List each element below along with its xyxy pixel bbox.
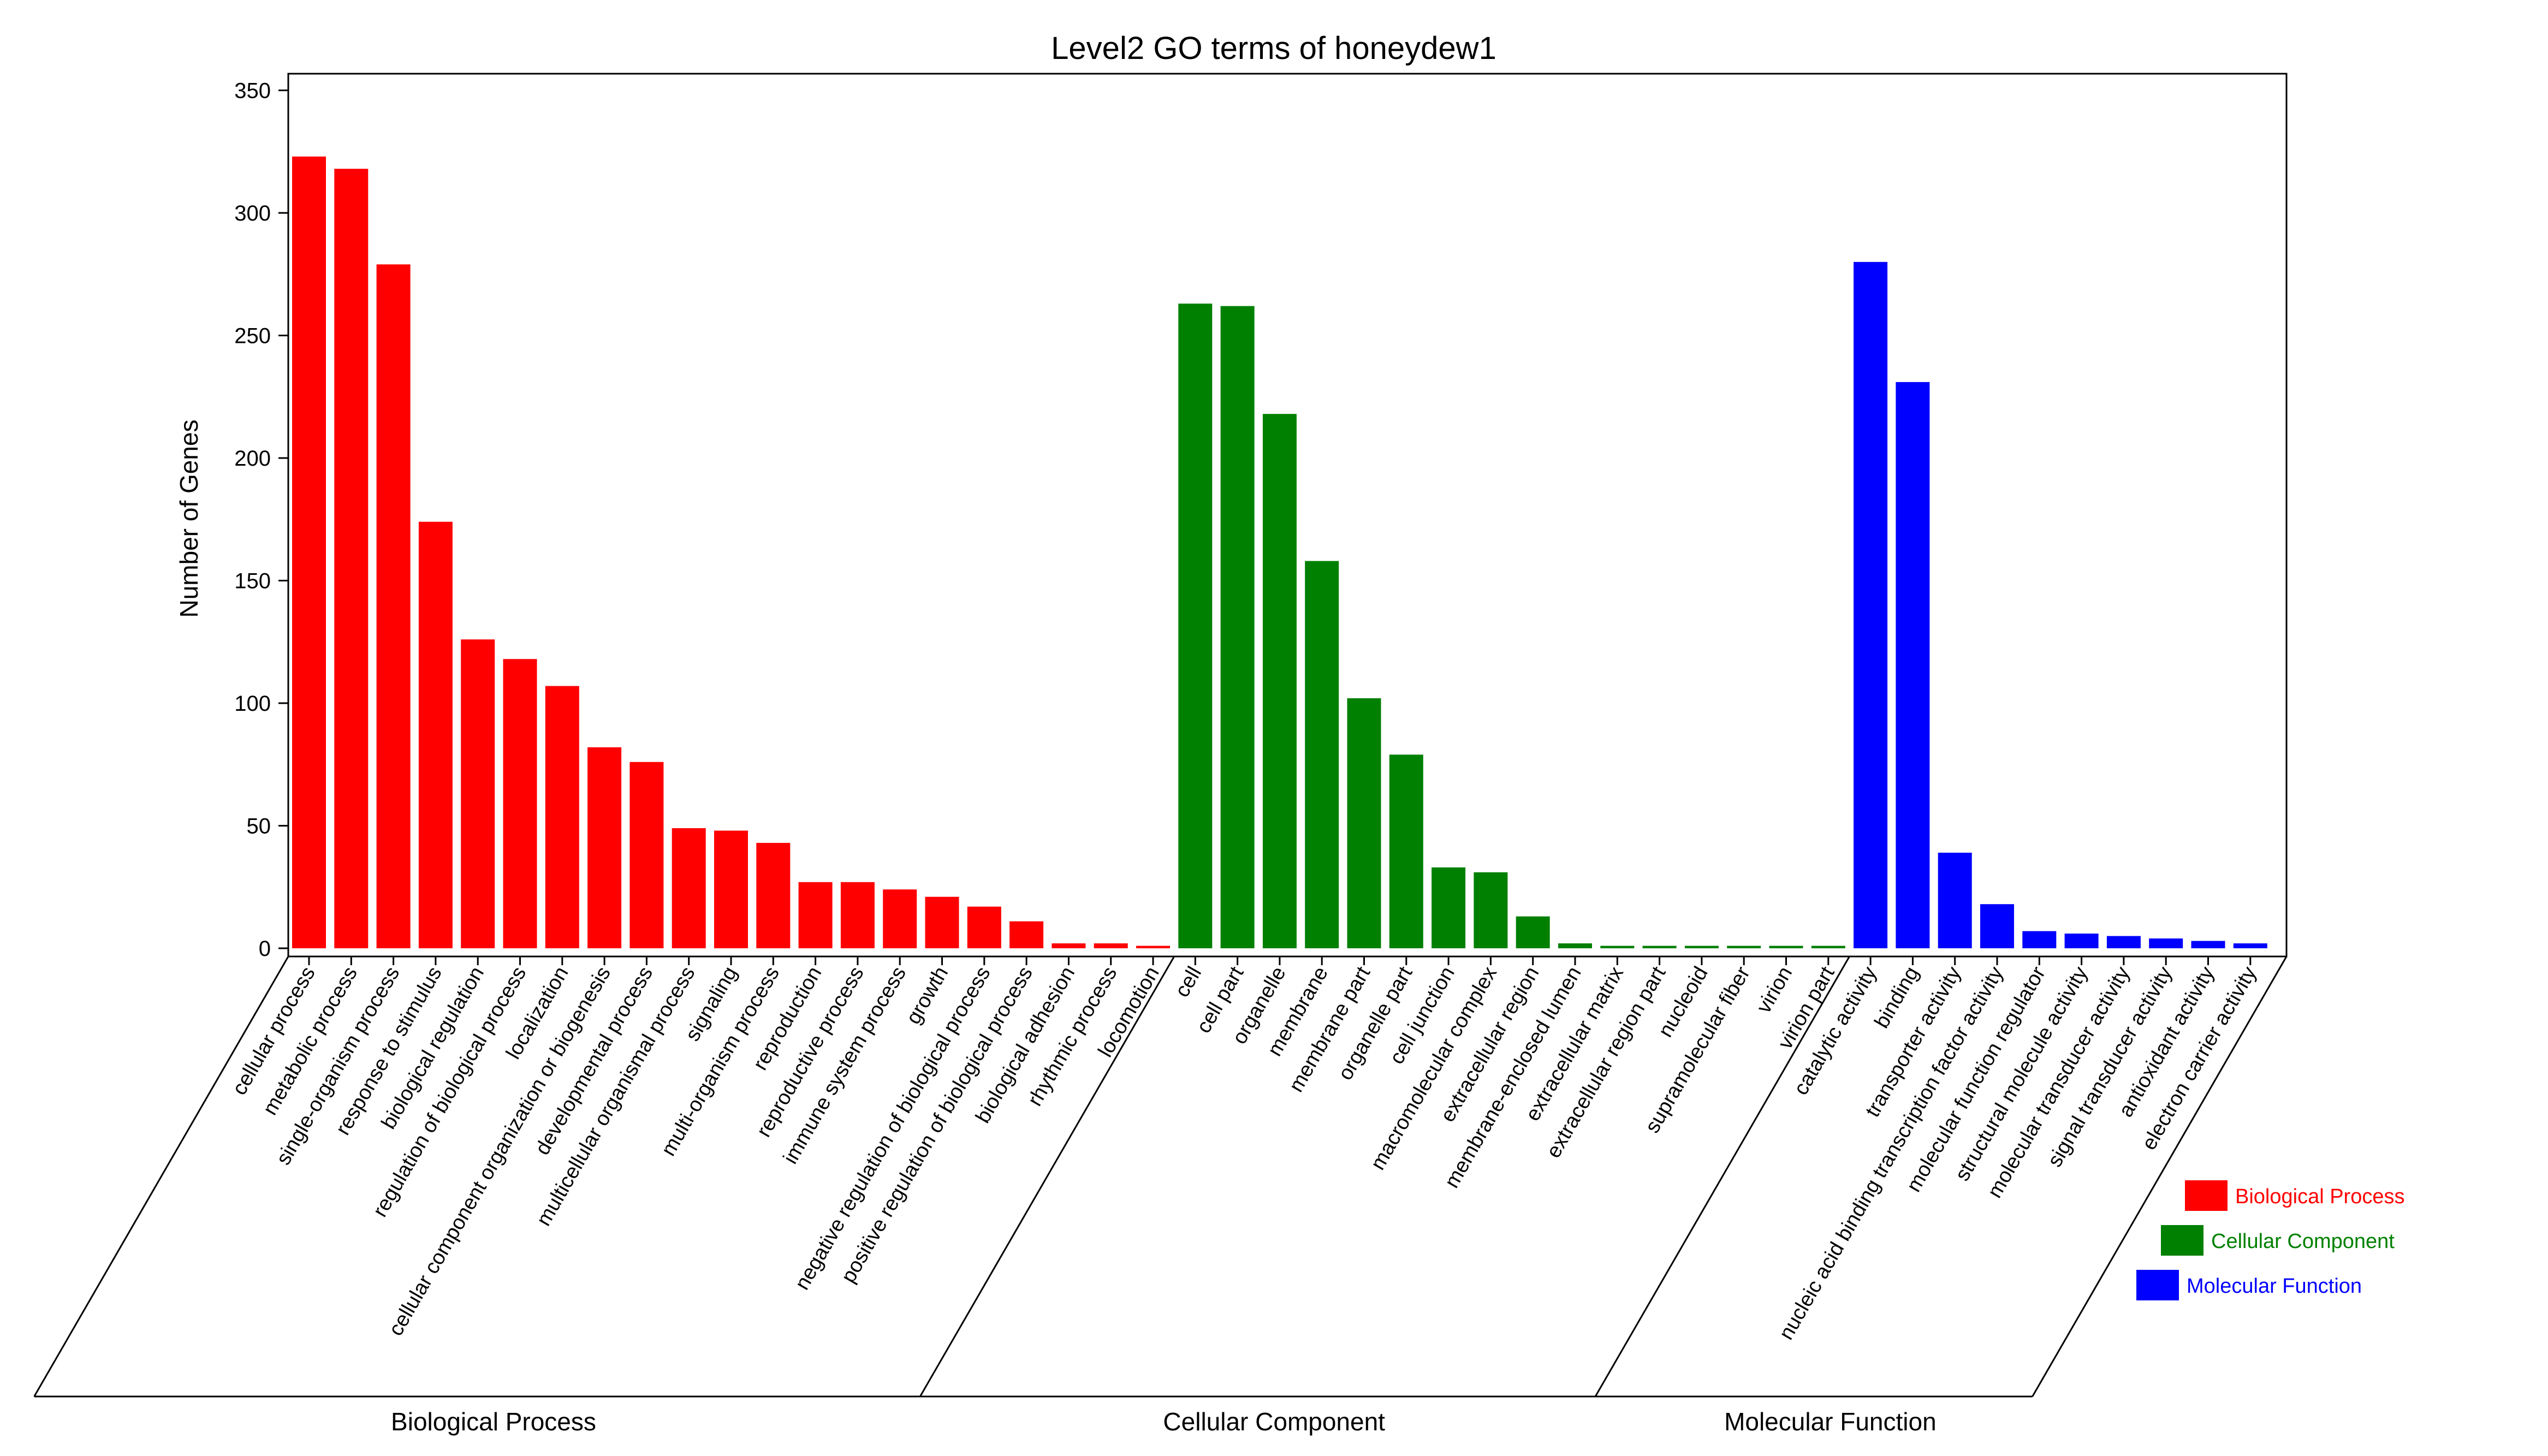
bars <box>292 156 2267 949</box>
group-label: Molecular Function <box>1724 1407 1937 1436</box>
bar <box>418 521 453 948</box>
bar <box>798 882 833 948</box>
y-tick-label: 250 <box>234 324 271 348</box>
y-tick-label: 100 <box>234 692 271 716</box>
legend-label: Molecular Function <box>2187 1275 2362 1298</box>
bar <box>1516 916 1550 948</box>
x-tick-label: virion <box>1753 963 1797 1018</box>
bar <box>925 896 959 948</box>
y-tick-label: 150 <box>234 569 271 593</box>
bar <box>1474 872 1508 948</box>
bar <box>883 889 917 948</box>
bar <box>1389 754 1423 948</box>
bar <box>1980 904 2014 948</box>
bar <box>376 264 411 948</box>
bar <box>2191 941 2225 948</box>
y-axis-label: Number of Genes <box>175 419 203 617</box>
bar <box>1727 946 1761 948</box>
bar <box>503 659 537 948</box>
group-separator <box>1594 956 1850 1397</box>
bar <box>461 639 495 948</box>
bar <box>2149 938 2183 948</box>
bar <box>334 169 369 949</box>
y-tick-label: 200 <box>234 447 271 471</box>
bar <box>1052 943 1086 948</box>
bar <box>1347 698 1381 948</box>
bar <box>1558 943 1592 948</box>
legend-swatch <box>2161 1225 2203 1256</box>
legend-swatch <box>2185 1180 2228 1211</box>
group-separator <box>919 956 1175 1397</box>
group-label: Cellular Component <box>1163 1407 1385 1436</box>
legend-swatch <box>2136 1270 2179 1300</box>
bar <box>967 906 1001 948</box>
group-separator <box>2032 956 2288 1397</box>
bar <box>2022 931 2057 948</box>
bar <box>1938 852 1972 948</box>
bar <box>1262 414 1297 948</box>
legend: Biological Process Cellular Component Mole… <box>2136 1180 2404 1300</box>
bar <box>714 830 748 948</box>
plot-frame <box>287 73 2288 958</box>
y-tick-label: 300 <box>234 201 271 225</box>
legend-label: Biological Process <box>2235 1185 2404 1208</box>
chart-title: Level2 GO terms of honeydew1 <box>1051 31 1496 66</box>
bar <box>1896 382 1930 948</box>
bar <box>1009 921 1044 948</box>
bar <box>1684 946 1719 948</box>
group-label: Biological Process <box>391 1407 596 1436</box>
bar <box>1769 946 1803 948</box>
bar <box>840 882 875 948</box>
bar <box>1305 561 1339 948</box>
bar <box>1642 946 1677 948</box>
bar <box>292 156 326 949</box>
bar <box>2106 936 2141 948</box>
bar <box>1094 943 1128 948</box>
legend-label: Cellular Component <box>2211 1230 2395 1253</box>
y-tick-label: 350 <box>234 79 271 103</box>
bar <box>1220 306 1255 948</box>
bar <box>2064 934 2099 948</box>
bar <box>629 762 664 948</box>
bar <box>1136 946 1170 948</box>
bar <box>1432 867 1466 948</box>
bar <box>545 686 579 948</box>
bar <box>672 828 706 948</box>
group-separator <box>33 956 289 1397</box>
bar <box>1811 946 1845 948</box>
group-frames: Biological Process Cellular Component Mole… <box>33 956 2288 1436</box>
y-tick-label: 50 <box>247 815 271 839</box>
bar <box>2233 943 2267 948</box>
y-tick-label: 0 <box>259 937 271 961</box>
bar <box>756 842 791 948</box>
bar <box>587 747 622 948</box>
bar <box>1854 262 1888 948</box>
y-axis: 0 50 100 150 200 250 300 350 <box>234 79 288 961</box>
bar <box>1178 304 1213 948</box>
bar <box>1600 946 1635 948</box>
x-tick-label: cell <box>1171 963 1206 1001</box>
